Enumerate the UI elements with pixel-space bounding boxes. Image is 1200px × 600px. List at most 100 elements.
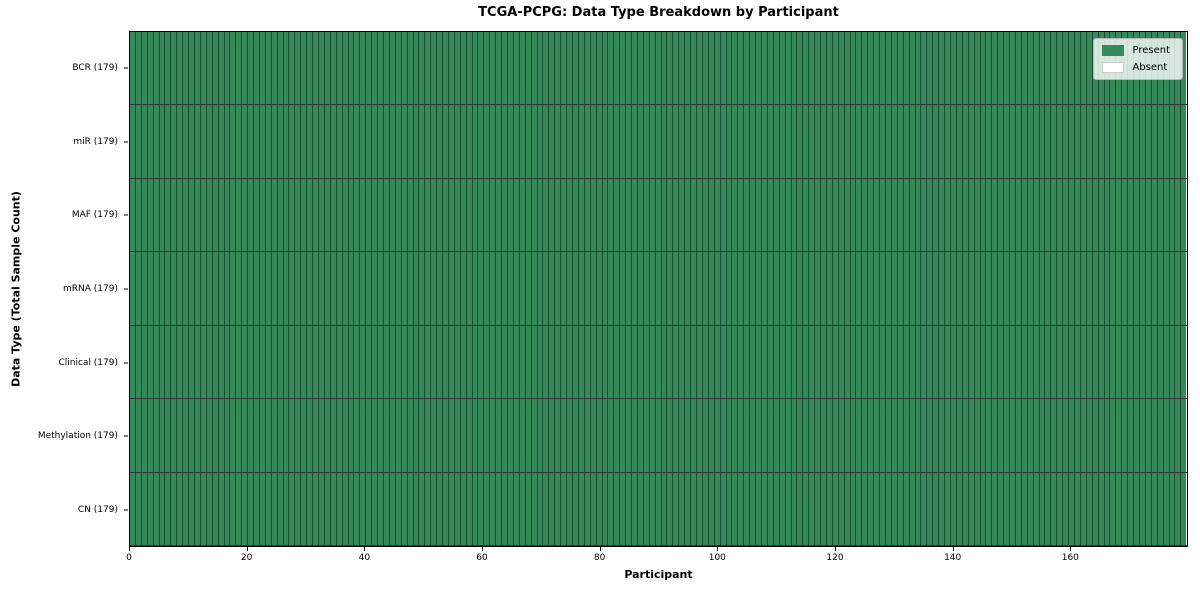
heatmap-cell [1057, 399, 1064, 472]
heatmap-cell [443, 399, 449, 472]
heatmap-cell [1063, 252, 1070, 325]
heatmap-cell [897, 472, 904, 545]
heatmap-cell [880, 472, 886, 545]
heatmap-cell [838, 399, 845, 472]
heatmap-cell [218, 252, 225, 325]
heatmap-cell [761, 472, 768, 545]
heatmap-cell [844, 32, 851, 105]
heatmap-cell [726, 105, 733, 178]
heatmap-cell [301, 252, 308, 325]
heatmap-cell [295, 32, 302, 105]
heatmap-cell [1080, 325, 1087, 399]
heatmap-cell [637, 252, 644, 325]
heatmap-cell [567, 472, 573, 545]
heatmap-cell [708, 178, 715, 252]
heatmap-cell [431, 252, 438, 325]
heatmap-cell [537, 325, 544, 399]
heatmap-cell [626, 32, 633, 105]
heatmap-cell [655, 325, 662, 399]
heatmap-cell [1163, 472, 1170, 545]
heatmap-cell [1051, 252, 1058, 325]
heatmap-cell [761, 325, 768, 399]
heatmap-cell [177, 252, 184, 325]
heatmap-cell [697, 105, 703, 178]
heatmap-cell [508, 105, 514, 178]
heatmap-cell [443, 105, 449, 178]
heatmap-cell [673, 105, 680, 178]
heatmap-cell [348, 105, 355, 178]
heatmap-cell [850, 178, 857, 252]
heatmap-cell [909, 399, 916, 472]
heatmap-cell [1116, 252, 1123, 325]
heatmap-cell [1039, 105, 1046, 178]
heatmap-cell [809, 32, 816, 105]
heatmap-cell [649, 399, 656, 472]
heatmap-cell [1139, 472, 1146, 545]
heatmap-cell [821, 252, 827, 325]
heatmap-cell [785, 178, 792, 252]
heatmap-cell [708, 105, 715, 178]
heatmap-cell [313, 472, 319, 545]
heatmap-cell [460, 178, 467, 252]
heatmap-cell [324, 178, 331, 252]
heatmap-cell [803, 32, 810, 105]
heatmap-cell [939, 252, 946, 325]
heatmap-cell [407, 325, 414, 399]
heatmap-cell [756, 32, 762, 105]
heatmap-cell [1139, 399, 1146, 472]
heatmap-cell [194, 399, 201, 472]
heatmap-cell [826, 252, 833, 325]
heatmap-cell [720, 252, 727, 325]
heatmap-cell [915, 399, 922, 472]
y-tick-label: Clinical (179) [58, 357, 118, 368]
heatmap-cell [886, 252, 892, 325]
heatmap-cell [1039, 178, 1046, 252]
heatmap-cell [1010, 325, 1016, 399]
heatmap-cell [596, 105, 603, 178]
heatmap-cell [756, 178, 762, 252]
heatmap-cell [336, 105, 343, 178]
heatmap-cell [702, 252, 709, 325]
heatmap-cell [395, 105, 402, 178]
heatmap-cell [1128, 472, 1135, 545]
heatmap-cell [537, 399, 544, 472]
heatmap-cell [637, 178, 644, 252]
heatmap-cell [218, 105, 225, 178]
heatmap-cell [1157, 472, 1164, 545]
heatmap-cell [697, 472, 703, 545]
heatmap-cell [838, 252, 845, 325]
heatmap-cell [224, 252, 231, 325]
heatmap-cell [791, 325, 798, 399]
heatmap-cell [880, 105, 886, 178]
heatmap-cell [726, 178, 733, 252]
heatmap-cell [903, 105, 910, 178]
heatmap-cell [726, 32, 733, 105]
heatmap-cell [667, 32, 674, 105]
heatmap-cell [502, 472, 508, 545]
heatmap-cell [537, 105, 544, 178]
heatmap-cell [1057, 252, 1064, 325]
heatmap-cell [1080, 252, 1087, 325]
heatmap-cell [992, 252, 999, 325]
heatmap-cell [1015, 252, 1022, 325]
heatmap-cell [992, 105, 999, 178]
heatmap-cell [496, 252, 503, 325]
heatmap-cell [549, 32, 556, 105]
heatmap-cell [714, 178, 721, 252]
heatmap-cell [590, 178, 597, 252]
heatmap-row [130, 472, 1187, 546]
x-tick-label: 80 [593, 553, 606, 563]
heatmap-cell [525, 32, 532, 105]
heatmap-cell [590, 472, 597, 545]
heatmap-cell [307, 105, 314, 178]
heatmap-cell [454, 472, 461, 545]
heatmap-cell [366, 399, 373, 472]
heatmap-cell [212, 178, 219, 252]
heatmap-cell [1134, 325, 1140, 399]
heatmap-cell [141, 178, 148, 252]
heatmap-cell [584, 178, 591, 252]
heatmap-cell [1021, 472, 1028, 545]
heatmap-cell [1169, 325, 1176, 399]
heatmap-cell [1110, 472, 1117, 545]
heatmap-cell [289, 399, 296, 472]
